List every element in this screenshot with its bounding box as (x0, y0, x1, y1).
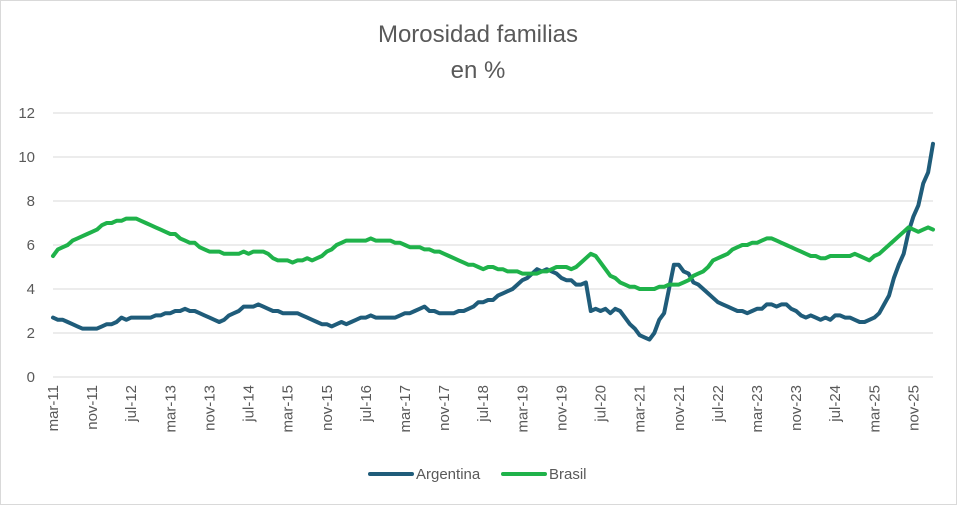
x-tick-label: mar-17 (397, 385, 414, 433)
y-tick-label: 12 (18, 105, 35, 122)
x-tick-label: nov-13 (201, 385, 218, 431)
x-tick: nov-13 (201, 385, 218, 431)
x-tick-label: mar-11 (45, 385, 62, 431)
x-tick-label: nov-11 (84, 385, 101, 430)
x-tick: nov-21 (671, 385, 688, 431)
x-tick-label: mar-13 (162, 385, 179, 433)
chart-subtitle: en % (451, 57, 506, 84)
y-tick-label: 2 (27, 325, 35, 342)
y-tick-label: 6 (27, 237, 35, 254)
x-tick: mar-21 (632, 385, 649, 433)
x-tick-label: jul-16 (358, 385, 375, 423)
x-tick: jul-12 (123, 385, 140, 423)
chart-title: Morosidad familias (378, 21, 578, 48)
x-tick: jul-18 (475, 385, 492, 423)
x-tick: mar-23 (749, 385, 766, 433)
x-tick: jul-24 (827, 385, 844, 423)
y-tick-label: 8 (27, 193, 35, 210)
legend: Argentina Brasil (368, 466, 587, 483)
x-tick: mar-19 (514, 385, 531, 433)
x-tick-labels: mar-11 nov-11 jul-12 mar-13 nov-13 jul-14 mar-… (45, 385, 922, 433)
x-tick-label: mar-15 (280, 385, 297, 433)
x-tick: jul-16 (358, 385, 375, 423)
x-tick: mar-25 (866, 385, 883, 433)
x-tick-label: jul-18 (475, 385, 492, 423)
x-tick: nov-25 (905, 385, 922, 431)
x-tick: nov-23 (788, 385, 805, 431)
x-tick-label: nov-25 (905, 385, 922, 431)
y-tick-label: 10 (18, 149, 35, 166)
legend-label-brasil: Brasil (549, 466, 587, 483)
legend-label-argentina: Argentina (416, 466, 481, 483)
x-tick: mar-11 (45, 385, 62, 431)
x-tick: nov-19 (553, 385, 570, 431)
series-line-argentina (51, 141, 935, 342)
x-tick-label: mar-23 (749, 385, 766, 433)
y-tick-label: 0 (27, 369, 35, 386)
x-tick-label: jul-20 (593, 385, 610, 423)
x-tick: jul-20 (593, 385, 610, 423)
x-tick-label: jul-22 (710, 385, 727, 423)
x-tick-label: jul-14 (241, 385, 258, 423)
x-tick: jul-14 (241, 385, 258, 423)
x-tick: nov-15 (319, 385, 336, 431)
x-tick-label: jul-24 (827, 385, 844, 423)
x-tick: nov-11 (84, 385, 101, 430)
x-tick: mar-13 (162, 385, 179, 433)
x-tick: mar-17 (397, 385, 414, 433)
series-lines (51, 141, 935, 342)
y-tick-labels: 0 2 4 6 8 10 12 (18, 105, 35, 386)
y-tick-label: 4 (27, 281, 35, 298)
x-tick-label: nov-15 (319, 385, 336, 431)
x-tick-label: nov-23 (788, 385, 805, 431)
x-tick: mar-15 (280, 385, 297, 433)
x-tick-label: jul-12 (123, 385, 140, 423)
series-line-brasil (51, 216, 935, 291)
x-tick: jul-22 (710, 385, 727, 423)
x-tick-label: nov-21 (671, 385, 688, 431)
x-tick-label: mar-21 (632, 385, 649, 433)
x-tick-label: mar-19 (514, 385, 531, 433)
x-tick-label: nov-17 (436, 385, 453, 431)
x-tick-label: nov-19 (553, 385, 570, 431)
x-tick: nov-17 (436, 385, 453, 431)
x-tick-label: mar-25 (866, 385, 883, 433)
